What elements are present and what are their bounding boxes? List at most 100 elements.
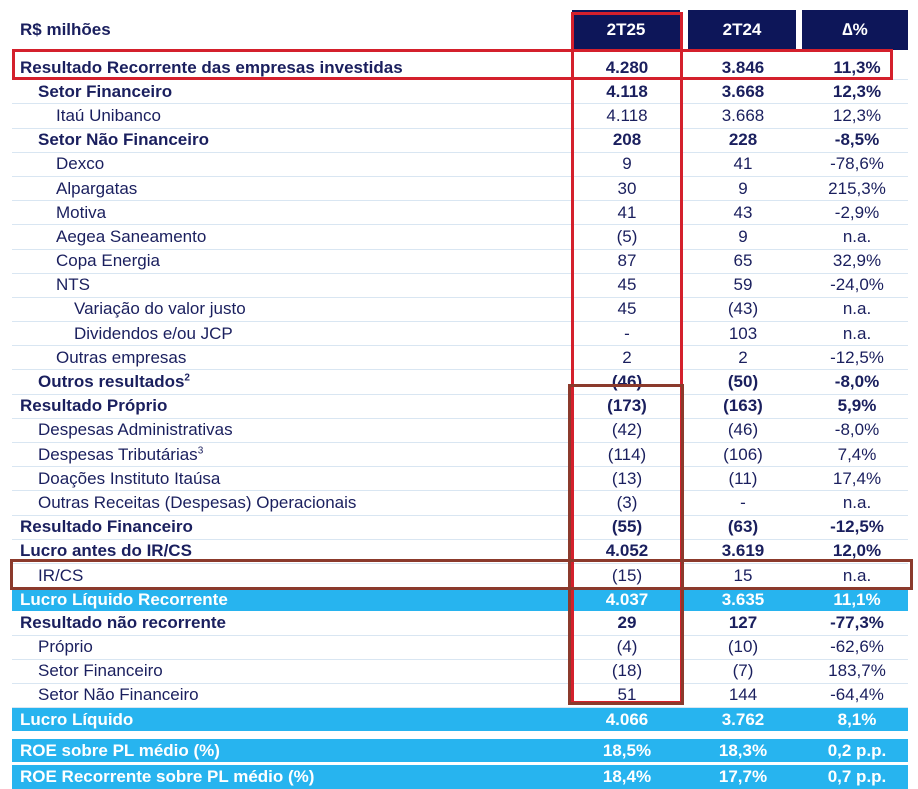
cell-2t25: (5) [616,226,638,246]
cell-2t25: (114) [607,444,647,464]
row-label: Resultado Próprio [20,396,168,416]
row-label: Itaú Unibanco [56,105,161,125]
table-row-highlight: Lucro Líquido 4.066 3.762 8,1% [12,708,908,732]
cell-delta: -77,3% [830,612,884,632]
cell-delta: n.a. [842,226,872,246]
cell-2t25: (46) [611,372,643,392]
cell-delta: n.a. [842,565,872,585]
cell-delta: 8,1% [837,709,877,729]
cell-delta: 183,7% [828,661,886,681]
table-row: Resultado Próprio (173) (163) 5,9% [12,395,908,419]
footnote-marker: 2 [184,372,190,384]
table-row: NTS 45 59 -24,0% [12,274,908,298]
table-row: Doações Instituto Itaúsa (13) (11) 17,4% [12,467,908,492]
cell-2t24: 127 [728,612,758,632]
table-row: IR/CS (15) 15 n.a. [12,564,908,589]
cell-2t24: 17,7% [718,767,768,787]
table-row: Itaú Unibanco 4.118 3.668 12,3% [12,104,908,129]
row-label: Dividendos e/ou JCP [74,323,233,343]
table-row: Dividendos e/ou JCP - 103 n.a. [12,322,908,347]
table-row: Alpargatas 30 9 215,3% [12,177,908,202]
cell-2t25: 4.118 [606,105,648,125]
cell-2t24: (7) [732,661,754,681]
table-row-highlight: ROE Recorrente sobre PL médio (%) 18,4% 17… [12,765,908,789]
row-label: Próprio [38,637,93,657]
cell-2t25: 4.037 [605,589,649,609]
cell-delta: 215,3% [828,178,886,198]
row-label: ROE Recorrente sobre PL médio (%) [20,767,315,787]
cell-2t24: 43 [733,202,753,222]
table-row: Motiva 41 43 -2,9% [12,201,908,226]
cell-delta: -2,9% [834,202,880,222]
table-row: Variação do valor justo 45 (43) n.a. [12,298,908,323]
row-label: Dexco [56,154,105,174]
cell-delta: -24,0% [830,275,884,295]
cell-2t25: 18,4% [602,767,652,787]
row-label: Setor Financeiro [38,661,163,681]
cell-delta: 0,7 p.p. [827,767,887,787]
table-row: Setor Financeiro (18) (7) 183,7% [12,660,908,684]
cell-2t24: 3.668 [721,105,765,125]
table-row: Despesas Tributárias3 (114) (106) 7,4% [12,443,908,468]
cell-2t24: 3.619 [721,541,765,561]
row-label: Resultado Recorrente das empresas invest… [20,57,403,77]
cell-delta: -62,6% [830,637,884,657]
table-row: Setor Não Financeiro 51 144 -64,4% [12,684,908,709]
cell-2t24: 2 [738,347,748,367]
row-label: Aegea Saneamento [56,226,207,246]
cell-delta: n.a. [842,323,872,343]
table-row: Resultado Financeiro (55) (63) -12,5% [12,516,908,540]
table-row: Dexco 9 41 -78,6% [12,153,908,177]
cell-delta: 5,9% [837,396,877,416]
cell-delta: -8,0% [834,420,880,440]
row-label: IR/CS [38,565,84,585]
table-row: Próprio (4) (10) -62,6% [12,636,908,660]
cell-2t25: 4.052 [605,541,649,561]
cell-2t24: 3.635 [721,589,765,609]
cell-2t25: (42) [611,420,643,440]
row-label: Outras empresas [56,347,187,367]
cell-2t24: (106) [723,444,763,464]
row-label: Copa Energia [56,251,160,271]
footnote-marker: 3 [197,444,204,456]
cell-2t25: 4.280 [605,57,649,77]
cell-2t25: (15) [611,565,643,585]
row-label: Despesas Tributárias3 [12,445,598,465]
cell-delta: -8,0% [834,372,880,392]
cell-2t25: 4.118 [606,81,648,101]
cell-delta: 12,3% [832,81,882,101]
cell-2t24: 59 [733,275,753,295]
cell-2t25: (173) [607,396,647,416]
cell-2t25: 4.066 [605,709,649,729]
table-row-highlight: ROE sobre PL médio (%) 18,5% 18,3% 0,2 p.p. [12,739,908,763]
cell-2t24: (63) [727,517,759,537]
cell-delta: -8,5% [834,130,880,150]
col-2t24-header: 2T24 [688,10,796,50]
cell-2t24: (10) [727,637,759,657]
table-row: Despesas Administrativas (42) (46) -8,0% [12,419,908,443]
cell-2t24: 9 [738,226,748,246]
row-label: Outras Receitas (Despesas) Operacionais [38,492,357,512]
row-label: Resultado não recorrente [20,612,226,632]
row-label: Outros resultados2 [12,372,598,392]
row-label: Lucro Líquido Recorrente [20,589,228,609]
row-label: Lucro Líquido [20,709,134,729]
cell-delta: 32,9% [832,251,882,271]
cell-2t25: 51 [617,685,637,705]
cell-delta: 0,2 p.p. [827,740,887,760]
unit-label: R$ milhões [20,20,111,39]
cell-2t25: (13) [611,468,643,488]
table-row: Setor Financeiro 4.118 3.668 12,3% [12,80,908,105]
table-header: R$ milhões 2T25 2T24 ∆% [12,10,908,50]
cell-2t25: (4) [616,637,638,657]
cell-2t25: (55) [611,517,643,537]
cell-2t25: 30 [617,178,637,198]
cell-2t25: 87 [617,251,637,271]
cell-2t25: 9 [622,154,632,174]
cell-delta: -64,4% [830,685,884,705]
cell-2t25: 45 [617,299,637,319]
cell-delta: 11,1% [833,589,881,609]
cell-2t24: 9 [738,178,748,198]
cell-2t24: (11) [728,468,758,488]
row-label: Motiva [56,202,107,222]
